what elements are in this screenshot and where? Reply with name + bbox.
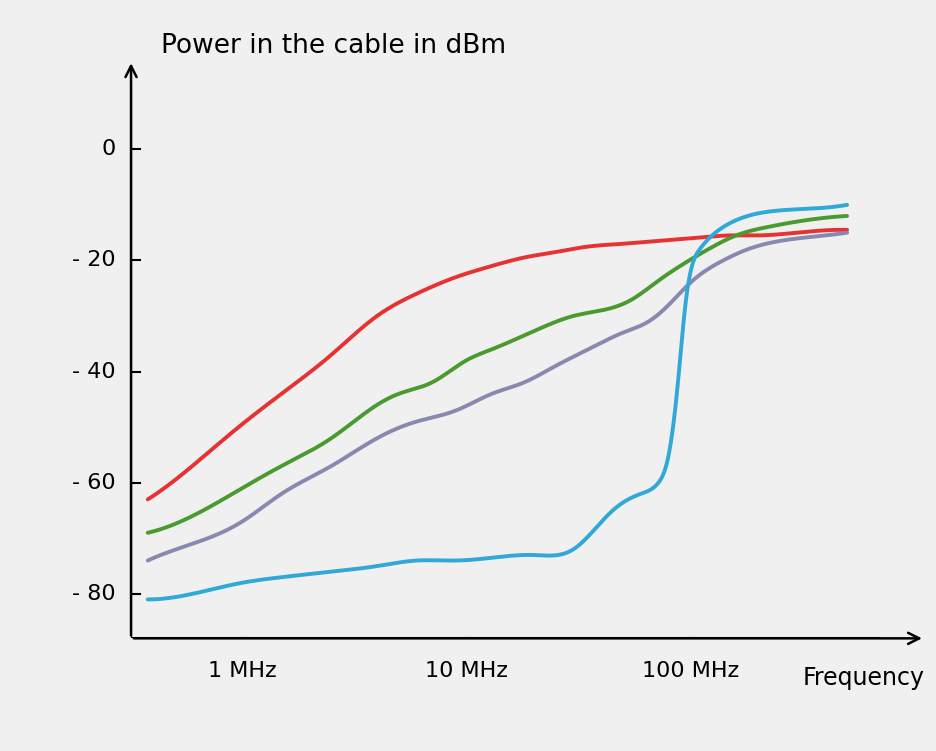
Text: 100 MHz: 100 MHz	[642, 661, 739, 680]
Text: Frequency: Frequency	[803, 666, 925, 690]
Text: 0: 0	[102, 139, 116, 159]
Text: 1 MHz: 1 MHz	[208, 661, 276, 680]
Text: - 60: - 60	[72, 472, 116, 493]
Text: - 40: - 40	[72, 361, 116, 382]
Text: 10 MHz: 10 MHz	[425, 661, 507, 680]
Text: - 20: - 20	[72, 250, 116, 270]
Text: - 80: - 80	[72, 584, 116, 604]
Text: Power in the cable in dBm: Power in the cable in dBm	[161, 32, 506, 59]
